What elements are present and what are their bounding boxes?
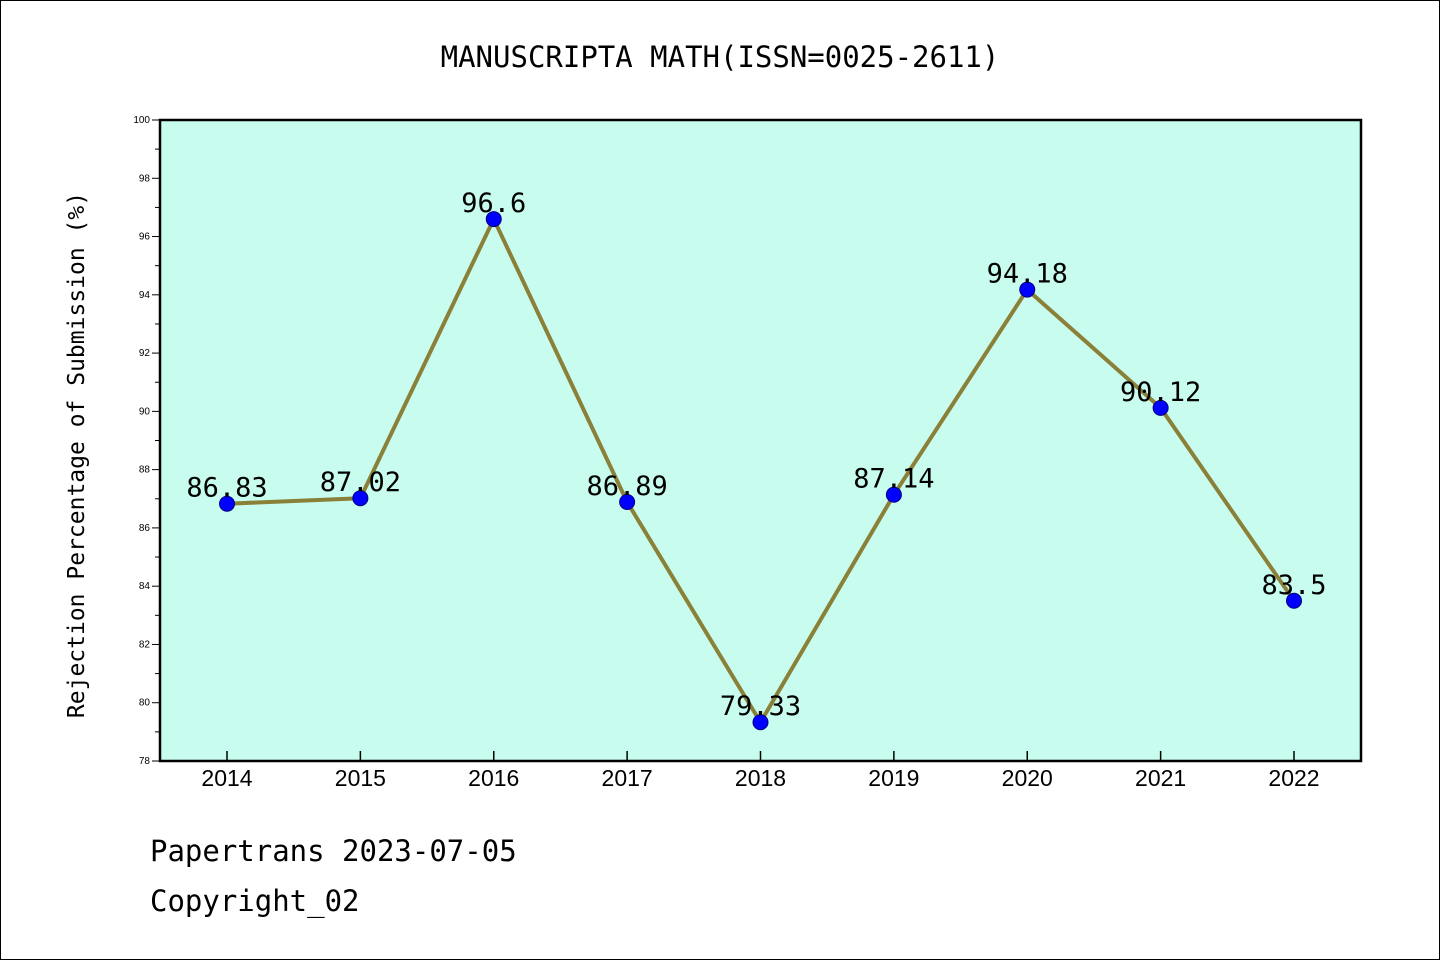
- y-tick-label: 90: [139, 406, 151, 417]
- data-labels: 86.83 87.02 96.6 86.89 79.33 87.14 94.18 90.12 8…: [186, 188, 1326, 722]
- x-tick-label: 2021: [1135, 765, 1186, 791]
- x-axis: 2014 2015 2016 2017 2018 2019 2020 2021 2022: [201, 751, 1320, 791]
- data-point: [619, 493, 636, 510]
- data-label: 86.89: [586, 471, 667, 502]
- series-markers: [219, 211, 1302, 731]
- data-point: [485, 211, 502, 228]
- y-tick-label: 84: [139, 581, 151, 592]
- x-tick-label: 2020: [1002, 765, 1053, 791]
- x-tick-label: 2017: [602, 765, 653, 791]
- data-label: 94.18: [987, 259, 1068, 290]
- x-tick-label: 2016: [468, 765, 519, 791]
- data-point: [1286, 592, 1302, 609]
- y-tick-label: 100: [133, 115, 150, 126]
- y-tick-label: 98: [139, 173, 151, 184]
- data-label: 90.12: [1120, 377, 1201, 408]
- y-tick-label: 86: [139, 523, 151, 534]
- x-tick-label: 2018: [735, 765, 786, 791]
- x-tick-label: 2019: [868, 765, 919, 791]
- data-point: [1019, 281, 1036, 298]
- chart-title: MANUSCRIPTA MATH(ISSN=0025-2611): [441, 40, 1000, 74]
- data-label: 87.14: [853, 464, 934, 495]
- y-tick-label: 80: [139, 698, 151, 709]
- y-tick-label: 94: [139, 290, 151, 301]
- data-point: [352, 490, 369, 507]
- x-tick-label: 2022: [1268, 765, 1319, 791]
- data-point: [885, 486, 902, 503]
- y-tick-label: 82: [139, 639, 151, 650]
- y-tick-label: 78: [139, 756, 151, 767]
- y-axis: 78 80 82 84 86 88 90 92 94 96 98 100: [133, 115, 160, 767]
- x-tick-label: 2015: [335, 765, 386, 791]
- footer-date: Papertrans 2023-07-05: [150, 834, 517, 868]
- data-point: [752, 714, 769, 731]
- data-point: [219, 495, 235, 512]
- footer-copyright: Copyright_02: [150, 884, 360, 918]
- data-label: 87.02: [320, 467, 401, 498]
- data-label: 86.83: [186, 473, 267, 504]
- y-axis-label: Rejection Percentage of Submission (%): [64, 192, 90, 718]
- plot-area: [160, 120, 1361, 761]
- x-tick-label: 2014: [201, 765, 252, 791]
- y-tick-label: 96: [139, 232, 151, 243]
- plot-border: [158, 118, 1363, 763]
- data-point: [1152, 399, 1169, 416]
- y-tick-label: 88: [139, 465, 151, 476]
- y-tick-label: 92: [139, 348, 151, 359]
- data-label: 83.5: [1261, 570, 1326, 601]
- data-label: 79.33: [720, 691, 801, 722]
- data-label: 96.6: [461, 188, 526, 219]
